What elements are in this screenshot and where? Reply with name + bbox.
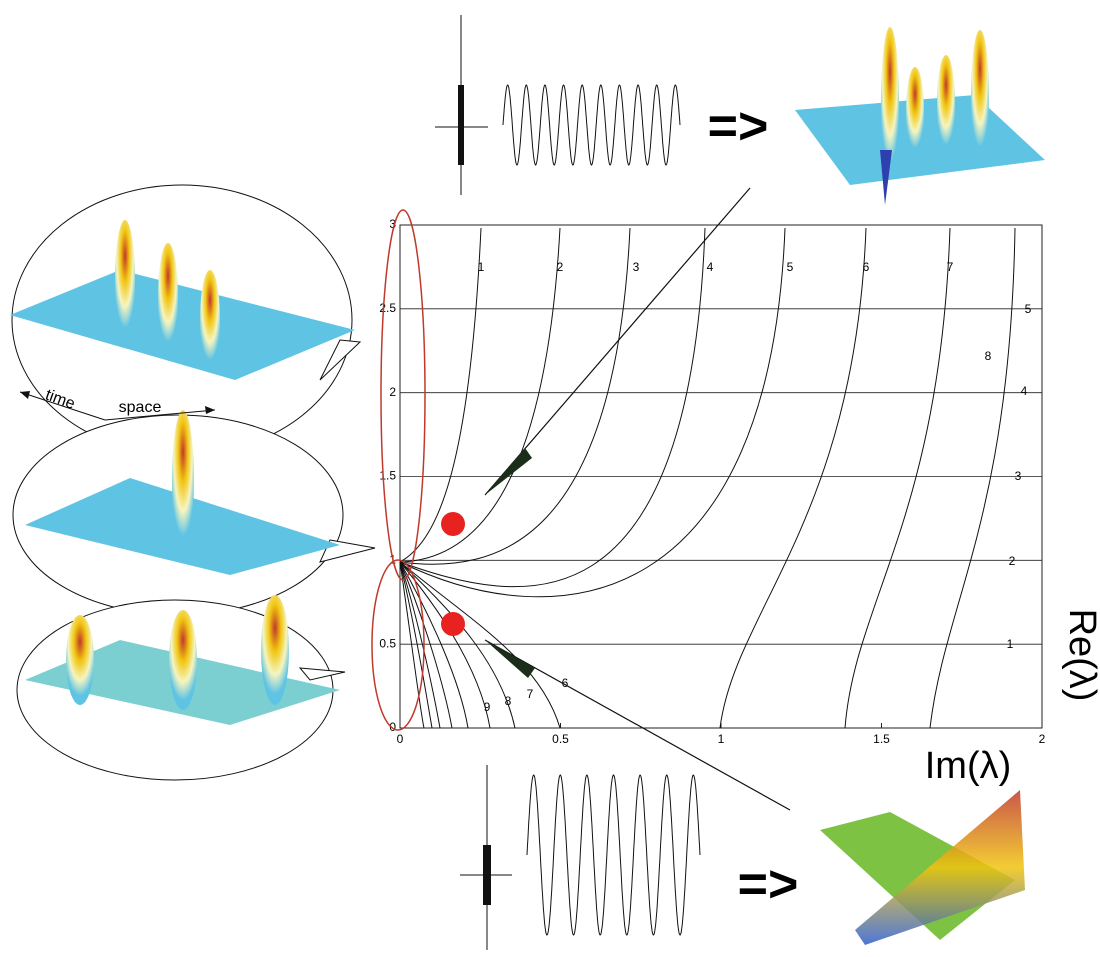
curve-label: 8	[985, 349, 992, 363]
curve-label: 3	[1015, 469, 1022, 483]
arrow-bottom: =>	[738, 856, 799, 914]
curves	[400, 228, 1015, 728]
curve-label: 5	[1025, 302, 1032, 316]
curve-label: 1	[1007, 637, 1014, 651]
x-tick-label: 1.5	[873, 732, 890, 746]
curve-label: 2	[1009, 554, 1016, 568]
y-tick-label: 2.5	[379, 301, 396, 315]
x-tick-label: 0.5	[552, 732, 569, 746]
curve-label: 7	[527, 687, 534, 701]
y-axis-label: Re(λ)	[1061, 609, 1100, 702]
curve-label: 5	[787, 260, 794, 274]
space-label: space	[119, 399, 162, 416]
waves: => =>	[435, 15, 798, 950]
y-tick-label: 0.5	[379, 636, 396, 650]
y-tick-label: 1.5	[379, 469, 396, 483]
x-axis-label: Im(λ)	[925, 745, 1012, 787]
surfaces: time space	[10, 27, 1045, 945]
x-tick-label: 1	[718, 732, 725, 746]
x-tick-label: 2	[1039, 732, 1046, 746]
curve-label: 3	[633, 260, 640, 274]
y-tick-label: 2	[389, 385, 396, 399]
curve-label: 4	[707, 260, 714, 274]
curve-label: 8	[505, 694, 512, 708]
arrow-top: =>	[708, 98, 769, 156]
curve-label: 4	[1021, 384, 1028, 398]
figure: 00.511.5200.511.522.5312345678123456789 …	[0, 0, 1100, 957]
x-tick-label: 0	[397, 732, 404, 746]
